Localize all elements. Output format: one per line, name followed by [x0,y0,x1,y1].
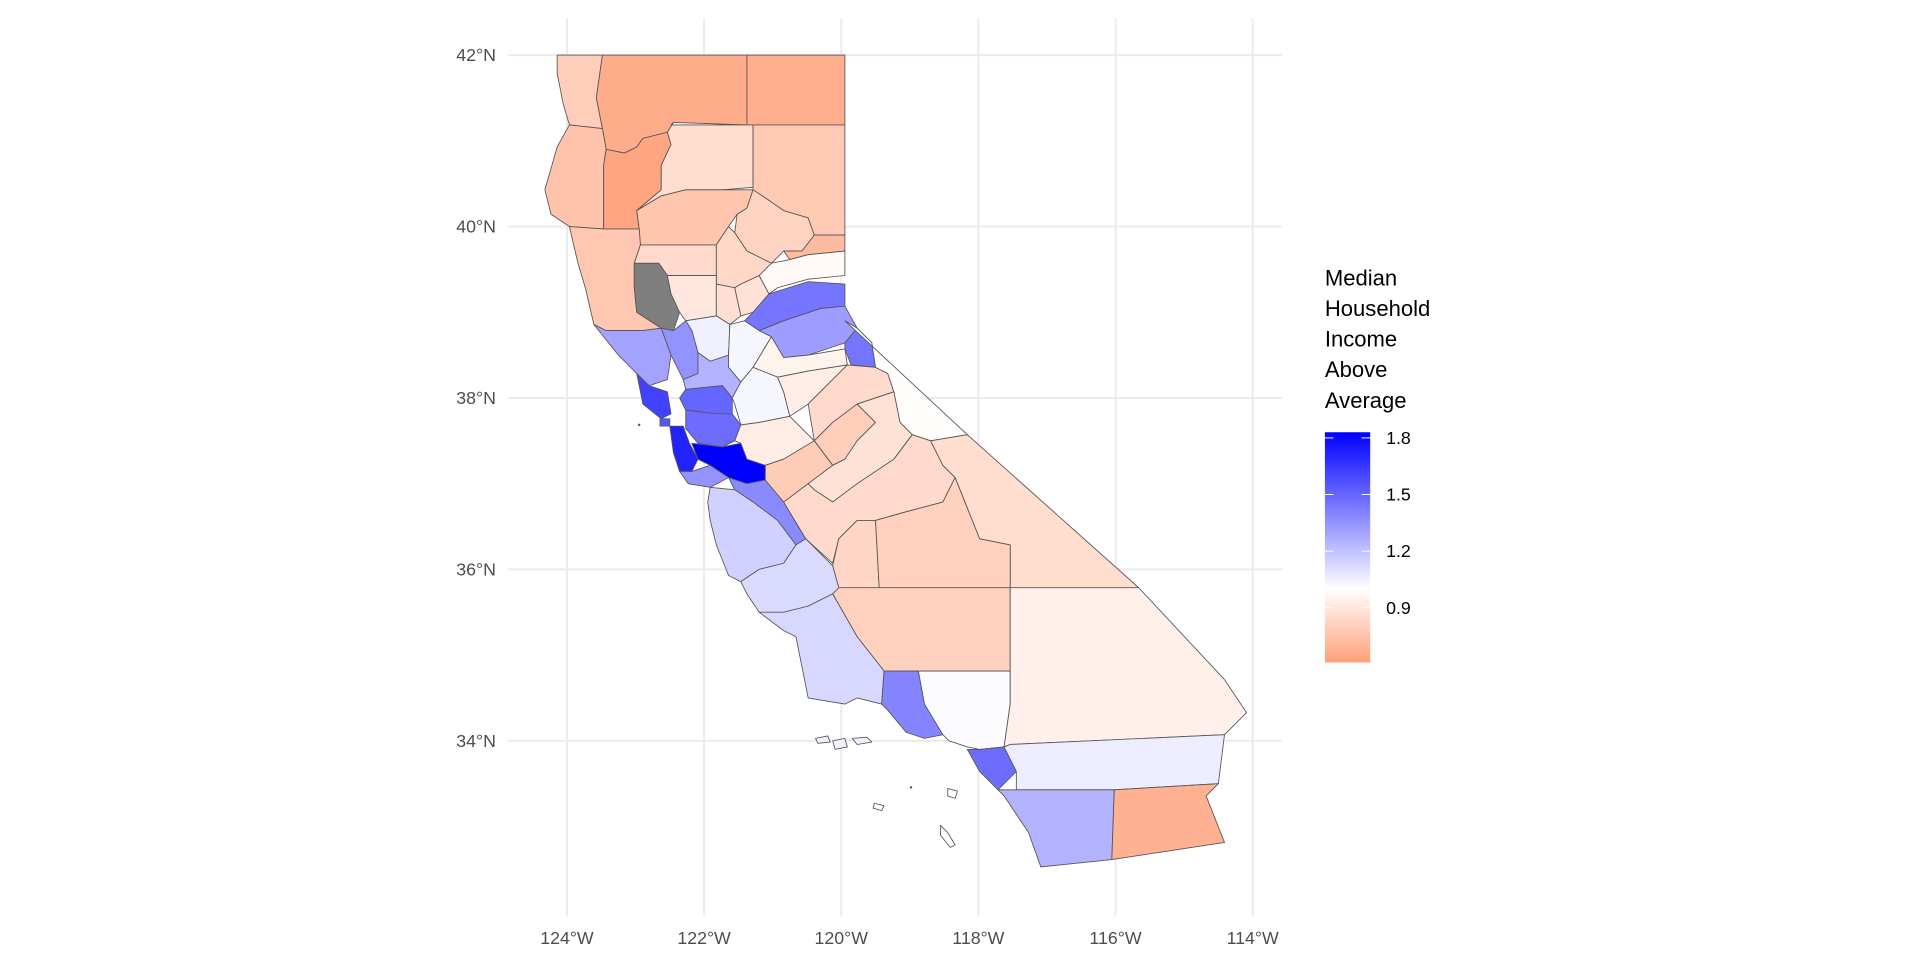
x-tick-label: 118°W [952,928,1004,948]
y-tick-label: 34°N [456,731,496,751]
x-tick-label: 114°W [1227,928,1279,948]
x-tick-label: 120°W [814,928,868,948]
county [746,54,846,126]
legend-title-line: Median [1325,265,1397,290]
legend-title-line: Income [1325,327,1397,352]
county-layer [544,54,1247,868]
county [758,593,885,705]
county [685,409,742,448]
y-tick-label: 42°N [456,45,496,65]
legend-tick-label: 1.5 [1386,485,1411,505]
county [659,418,671,427]
county [997,789,1115,868]
legend-tick-label: 1.8 [1386,428,1411,448]
county [1003,734,1225,791]
legend-title-line: Household [1325,296,1430,321]
county [1003,587,1247,748]
legend-tick-label: 0.9 [1386,598,1411,618]
x-tick-label: 124°W [540,928,594,948]
x-tick-label: 122°W [677,928,731,948]
legend-title-line: Above [1325,357,1387,382]
legend: Median Household Income Above Average 1.… [1324,265,1430,663]
y-tick-label: 36°N [456,560,496,580]
county [544,124,607,230]
y-tick-label: 38°N [456,388,496,408]
y-axis-labels: 34°N 36°N 38°N 40°N 42°N [456,45,496,751]
county [593,324,672,387]
legend-title-line: Average [1325,388,1407,413]
legend-colorbar [1324,432,1371,663]
x-tick-label: 116°W [1089,928,1141,948]
county [715,283,742,325]
county [556,54,603,129]
county [917,670,1011,750]
county [636,373,672,420]
channel-islands [637,423,958,848]
y-tick-label: 40°N [456,217,496,237]
legend-ticks: 1.8 1.5 1.2 0.9 [1324,428,1411,618]
legend-tick-label: 1.2 [1386,541,1411,561]
county [1111,783,1225,861]
x-axis-labels: 124°W 122°W 120°W 118°W 116°W 114°W [540,928,1279,948]
county [679,385,733,415]
county [758,250,846,295]
county [669,425,699,472]
